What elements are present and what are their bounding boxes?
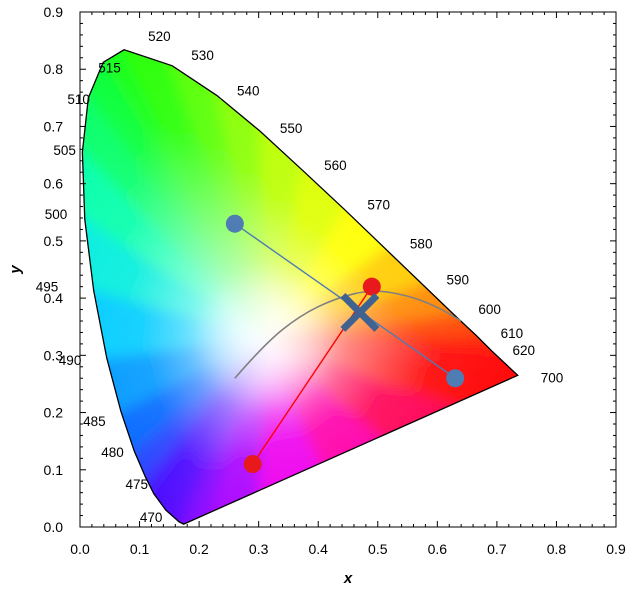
series-1-point-0: [225, 214, 244, 233]
x-tick-label: 0.4: [308, 541, 328, 557]
wavelength-label-475: 475: [126, 477, 149, 492]
wavelength-label-500: 500: [45, 207, 68, 222]
series-0-point-0: [243, 455, 262, 474]
y-tick-label: 0.2: [44, 405, 64, 421]
wavelength-label-530: 530: [191, 48, 214, 63]
y-tick-label: 0.5: [44, 233, 64, 249]
x-tick-label: 0.1: [130, 541, 150, 557]
x-tick-label: 0.8: [547, 541, 567, 557]
x-tick-label: 0.2: [189, 541, 209, 557]
y-axis-title: y: [7, 265, 24, 275]
x-tick-label: 0.6: [428, 541, 448, 557]
y-tick-label: 0.1: [44, 462, 64, 478]
x-tick-label: 0.5: [368, 541, 388, 557]
intersection-cross-marker: [340, 292, 380, 332]
y-tick-labels: 0.0 0.1 0.2 0.3 0.4 0.5 0.6 0.7 0.8 0.9: [44, 4, 64, 535]
wavelength-label-515: 515: [98, 60, 121, 75]
wavelength-label-520: 520: [148, 29, 171, 44]
x-tick-label: 0.3: [249, 541, 269, 557]
wavelength-labels: 470 475 480 485 490 495 500 505 510 515 520 530 540 5…: [36, 29, 564, 525]
x-axis-title: x: [343, 570, 353, 587]
wavelength-label-560: 560: [324, 158, 347, 173]
axis-ticks: [79, 11, 617, 528]
x-tick-label: 0.0: [70, 541, 90, 557]
wavelength-label-470: 470: [140, 510, 163, 525]
spectral-locus-outline: [81, 49, 519, 525]
y-tick-label: 0.4: [44, 290, 64, 306]
wavelength-label-510: 510: [67, 92, 90, 107]
y-tick-label: 0.3: [44, 347, 64, 363]
series-1-point-1: [446, 369, 465, 388]
wavelength-label-490: 490: [59, 353, 82, 368]
y-tick-label: 0.8: [44, 61, 64, 77]
planckian-locus-curve: [234, 290, 462, 379]
x-tick-label: 0.7: [487, 541, 507, 557]
wavelength-label-620: 620: [513, 343, 536, 358]
y-tick-label: 0.0: [44, 519, 64, 535]
x-tick-labels: 0.0 0.1 0.2 0.3 0.4 0.5 0.6 0.7 0.8 0.9: [70, 541, 626, 557]
wavelength-label-600: 600: [478, 302, 501, 317]
wavelength-label-610: 610: [501, 326, 524, 341]
wavelength-label-480: 480: [101, 445, 124, 460]
wavelength-label-540: 540: [237, 84, 260, 99]
wavelength-label-570: 570: [367, 197, 390, 212]
wavelength-label-505: 505: [53, 143, 76, 158]
wavelength-label-590: 590: [446, 272, 469, 287]
x-tick-label: 0.9: [606, 541, 626, 557]
wavelength-label-580: 580: [410, 236, 433, 251]
series-0-point-1: [362, 277, 381, 296]
wavelength-label-550: 550: [280, 121, 303, 136]
y-tick-label: 0.9: [44, 4, 64, 20]
wavelength-label-485: 485: [83, 414, 106, 429]
cross-stroke-b: [340, 292, 380, 332]
y-tick-label: 0.7: [44, 118, 64, 134]
wavelength-label-495: 495: [36, 280, 59, 295]
y-tick-label: 0.6: [44, 176, 64, 192]
wavelength-label-700: 700: [541, 370, 564, 385]
